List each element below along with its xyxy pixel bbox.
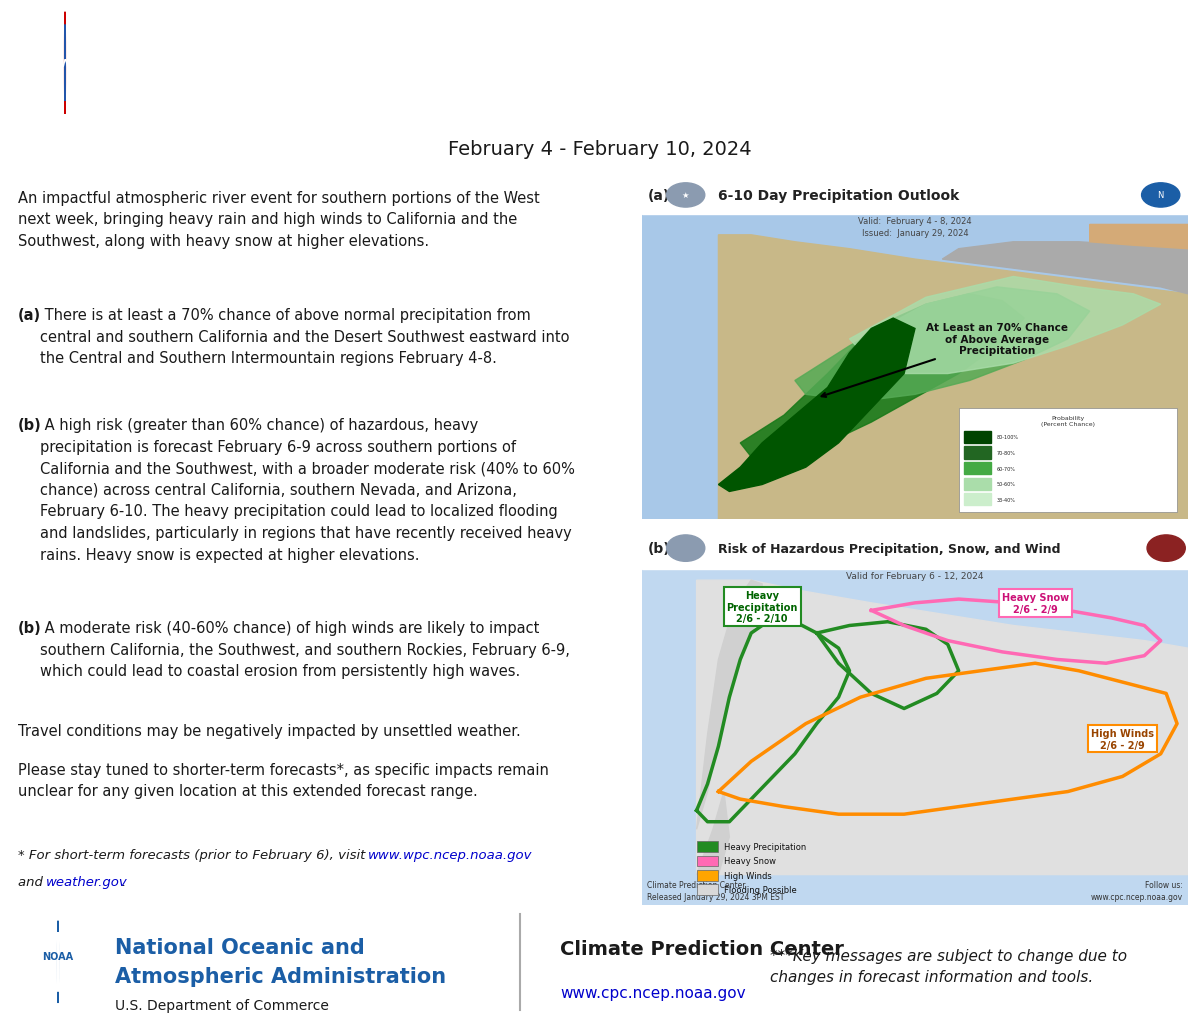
Text: Please stay tuned to shorter-term forecasts*, as specific impacts remain
unclear: Please stay tuned to shorter-term foreca… [18, 762, 548, 799]
Bar [964, 431, 991, 443]
Bar [696, 884, 719, 895]
Polygon shape [696, 581, 762, 829]
Polygon shape [719, 319, 916, 492]
Text: (b): (b) [18, 621, 42, 636]
Bar [959, 409, 1177, 513]
Text: (b): (b) [648, 541, 670, 555]
Text: 80-100%: 80-100% [997, 435, 1019, 440]
Text: Flooding Possible: Flooding Possible [724, 886, 797, 895]
Text: and: and [18, 875, 47, 889]
Text: February 4 - February 10, 2024: February 4 - February 10, 2024 [448, 141, 752, 159]
Text: www.cpc.ncep.noaa.gov: www.cpc.ncep.noaa.gov [560, 984, 745, 1000]
Text: Valid for February 6 - 12, 2024: Valid for February 6 - 12, 2024 [846, 572, 984, 580]
Text: Heavy Snow: Heavy Snow [724, 857, 776, 865]
Text: 60-70%: 60-70% [997, 466, 1015, 471]
Text: Climate Prediction Center: Climate Prediction Center [560, 940, 844, 958]
Bar [642, 215, 1188, 520]
Text: ***Key messages are subject to change due to
changes in forecast information and: ***Key messages are subject to change du… [770, 949, 1127, 984]
Text: .: . [121, 875, 125, 889]
Text: Issued January 22, 2024
Updated January 29, 2024: Issued January 22, 2024 Updated January … [900, 25, 1146, 76]
Bar [964, 478, 991, 490]
Bar [696, 856, 719, 866]
Circle shape [1147, 535, 1186, 561]
Text: (a): (a) [648, 189, 670, 203]
Polygon shape [740, 294, 1025, 458]
Bar [964, 493, 991, 505]
Text: Travel conditions may be negatively impacted by unsettled weather.: Travel conditions may be negatively impa… [18, 723, 521, 738]
Text: Climate Prediction Center
Released January 29, 2024 3PM EST: Climate Prediction Center Released Janua… [648, 880, 785, 901]
Text: N: N [1158, 192, 1164, 201]
Text: Probability
(Percent Chance): Probability (Percent Chance) [1040, 416, 1094, 427]
Text: 33-40%: 33-40% [997, 497, 1015, 502]
Text: * For short-term forecasts (prior to February 6), visit: * For short-term forecasts (prior to Feb… [18, 848, 370, 861]
Text: Winds, and Possible Flooding: Winds, and Possible Flooding [140, 86, 600, 113]
Polygon shape [794, 287, 1090, 401]
Text: Heavy Snow
2/6 - 2/9: Heavy Snow 2/6 - 2/9 [1002, 592, 1069, 614]
Text: www.wpc.ncep.noaa.gov: www.wpc.ncep.noaa.gov [368, 848, 533, 861]
Text: Atmospheric Administration: Atmospheric Administration [115, 966, 446, 986]
Bar [642, 173, 1188, 215]
Text: 6-10 Day Precipitation Outlook: 6-10 Day Precipitation Outlook [719, 189, 960, 203]
Text: Heavy
Precipitation
2/6 - 2/10: Heavy Precipitation 2/6 - 2/10 [726, 590, 798, 624]
Text: There is at least a 70% chance of above normal precipitation from
central and so: There is at least a 70% chance of above … [40, 308, 570, 366]
Circle shape [666, 183, 704, 208]
Text: National Oceanic and: National Oceanic and [115, 936, 365, 957]
Text: NWS: NWS [50, 59, 79, 68]
Text: An impactful atmospheric river event for southern portions of the West
next week: An impactful atmospheric river event for… [18, 191, 540, 249]
Text: A high risk (greater than 60% chance) of hazardous, heavy
precipitation is forec: A high risk (greater than 60% chance) of… [40, 418, 575, 562]
Polygon shape [942, 243, 1188, 294]
Polygon shape [719, 235, 1188, 520]
Text: High Winds: High Winds [724, 871, 772, 880]
Text: High Winds
2/6 - 2/9: High Winds 2/6 - 2/9 [1091, 729, 1154, 750]
Text: U.S. Department of Commerce: U.S. Department of Commerce [115, 999, 329, 1013]
Text: 70-80%: 70-80% [997, 450, 1015, 455]
Text: 50-60%: 50-60% [997, 482, 1015, 487]
Bar [642, 528, 1188, 570]
Polygon shape [850, 277, 1160, 374]
Text: Valid:  February 4 - 8, 2024
Issued:  January 29, 2024: Valid: February 4 - 8, 2024 Issued: Janu… [858, 216, 972, 237]
Text: Heavy Precipitation: Heavy Precipitation [724, 843, 806, 851]
Polygon shape [696, 581, 1188, 874]
Text: West with Heavy Precipitation, High: West with Heavy Precipitation, High [140, 47, 707, 75]
Text: weather.gov: weather.gov [46, 875, 127, 889]
Bar [696, 870, 719, 880]
Circle shape [666, 535, 704, 561]
Text: (b): (b) [18, 418, 42, 433]
Text: Follow us:
www.cpc.ncep.noaa.gov: Follow us: www.cpc.ncep.noaa.gov [1091, 880, 1182, 901]
Circle shape [1141, 183, 1180, 208]
Text: Risk of Hazardous Precipitation, Snow, and Wind: Risk of Hazardous Precipitation, Snow, a… [719, 542, 1061, 555]
Text: A moderate risk (40-60% chance) of high winds are likely to impact
southern Cali: A moderate risk (40-60% chance) of high … [40, 621, 570, 679]
Text: (a): (a) [18, 308, 41, 323]
Polygon shape [696, 792, 730, 874]
Text: NOAA: NOAA [42, 951, 73, 961]
Bar [642, 570, 1188, 905]
Bar [964, 447, 991, 459]
Text: Atmospheric River Likely to Impact the: Atmospheric River Likely to Impact the [140, 9, 751, 37]
Bar [964, 463, 991, 475]
Text: ★: ★ [682, 192, 690, 201]
Text: At Least an 70% Chance
of Above Average
Precipitation: At Least an 70% Chance of Above Average … [822, 323, 1068, 397]
Bar [696, 842, 719, 852]
Polygon shape [1090, 225, 1188, 250]
